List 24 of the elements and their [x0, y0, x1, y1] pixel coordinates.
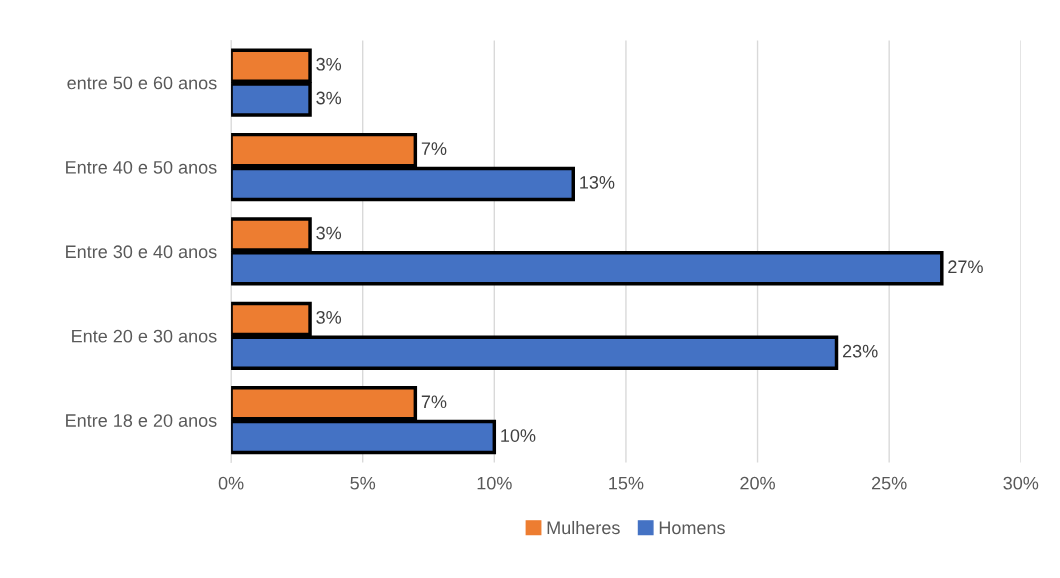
data-label: 7%	[421, 142, 447, 155]
data-label: 3%	[316, 91, 342, 105]
y-tick-label: Entre 18 e 20 anos	[66, 414, 217, 427]
data-label: 13%	[580, 175, 615, 189]
x-tick-label: 5%	[350, 476, 376, 490]
data-label: 10%	[501, 429, 536, 442]
y-tick-label: Entre 30 e 40 anos	[66, 245, 217, 259]
y-tick-label: Ente 20 e 30 anos	[72, 329, 217, 343]
data-label: 3%	[316, 226, 342, 240]
x-tick-label: 10%	[477, 476, 512, 490]
data-label: 27%	[948, 260, 983, 274]
data-label: 23%	[842, 344, 878, 358]
x-tick-label: 30%	[1003, 476, 1039, 490]
y-tick-label: Entre 40 e 50 anos	[66, 160, 217, 174]
legend-label: Mulheres	[547, 520, 620, 535]
x-tick-label: 25%	[872, 476, 907, 490]
x-tick-label: 0%	[218, 476, 244, 490]
x-tick-label: 20%	[740, 476, 775, 490]
data-label: 7%	[421, 395, 447, 409]
y-tick-label: entre 50 e 60 anos	[67, 76, 217, 90]
data-label: 3%	[316, 311, 342, 324]
x-tick-label: 15%	[609, 476, 644, 490]
legend-label: Homens	[659, 521, 725, 535]
data-label: 3%	[316, 57, 342, 71]
